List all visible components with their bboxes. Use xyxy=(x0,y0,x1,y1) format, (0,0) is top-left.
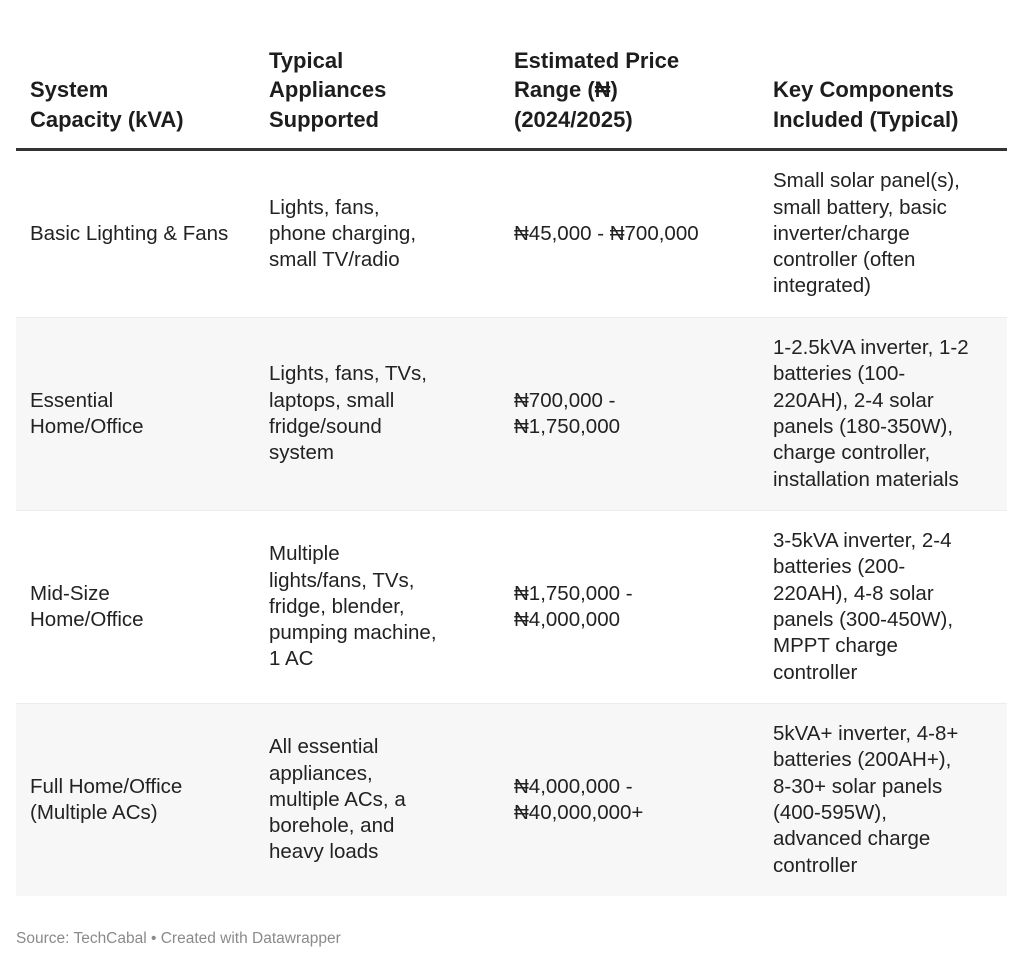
header-typical-appliances: Typical Appliances Supported xyxy=(269,47,387,132)
cell-price: ₦45,000 - ₦700,000 xyxy=(514,221,699,245)
table-row: Essential Home/Office Lights, fans, TVs,… xyxy=(16,318,1007,511)
cell-appliances: Lights, fans, phone charging, small TV/r… xyxy=(269,195,417,272)
header-price-range: Estimated Price Range (₦) (2024/2025) xyxy=(514,47,680,132)
cell-price: ₦4,000,000 - ₦40,000,000+ xyxy=(514,774,644,824)
cell-appliances: All essential appliances, multiple ACs, … xyxy=(269,735,406,864)
table-header: System Capacity (kVA) Typical Appliances… xyxy=(16,46,1007,151)
cell-components: 5kVA+ inverter, 4-8+ batteries (200AH+),… xyxy=(773,722,959,877)
table-row: Full Home/Office (Multiple ACs) All esse… xyxy=(16,704,1007,896)
cell-components: 3-5kVA inverter, 2-4 batteries (200- 220… xyxy=(773,529,954,684)
cell-capacity: Essential Home/Office xyxy=(30,388,144,438)
price-table: System Capacity (kVA) Typical Appliances… xyxy=(16,46,1007,896)
cell-components: 1-2.5kVA inverter, 1-2 batteries (100- 2… xyxy=(773,336,969,491)
table-row: Basic Lighting & Fans Lights, fans, phon… xyxy=(16,151,1007,318)
cell-price: ₦1,750,000 - ₦4,000,000 xyxy=(514,581,633,631)
cell-appliances: Lights, fans, TVs, laptops, small fridge… xyxy=(269,362,428,465)
cell-appliances: Multiple lights/fans, TVs, fridge, blend… xyxy=(269,542,437,671)
cell-price: ₦700,000 - ₦1,750,000 xyxy=(514,388,621,438)
cell-capacity: Full Home/Office (Multiple ACs) xyxy=(30,774,183,824)
cell-capacity: Mid-Size Home/Office xyxy=(30,581,144,631)
header-key-components: Key Components Included (Typical) xyxy=(773,77,959,132)
cell-capacity: Basic Lighting & Fans xyxy=(30,221,229,245)
header-system-capacity: System Capacity (kVA) xyxy=(30,77,184,132)
source-footer: Source: TechCabal • Created with Datawra… xyxy=(16,930,341,947)
table-row: Mid-Size Home/Office Multiple lights/fan… xyxy=(16,511,1007,704)
cell-components: Small solar panel(s), small battery, bas… xyxy=(773,169,960,298)
